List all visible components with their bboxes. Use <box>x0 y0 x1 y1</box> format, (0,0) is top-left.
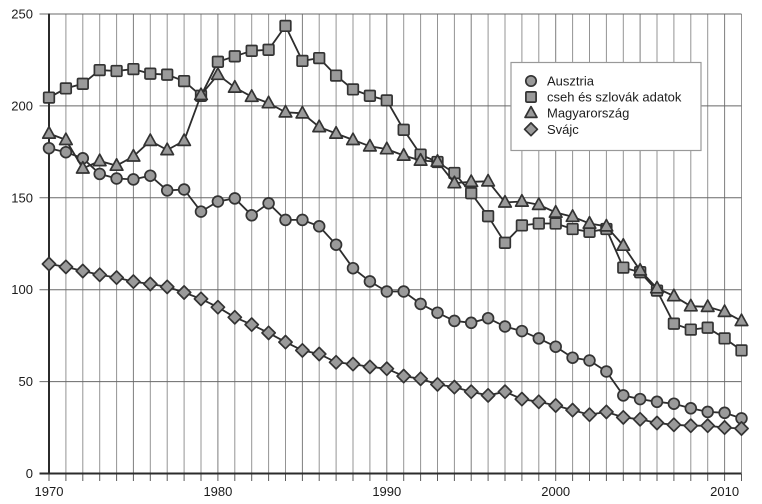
svg-text:1990: 1990 <box>372 484 401 499</box>
svg-text:cseh és szlovák adatok: cseh és szlovák adatok <box>547 90 682 105</box>
svg-text:150: 150 <box>11 190 33 205</box>
svg-text:200: 200 <box>11 98 33 113</box>
svg-text:50: 50 <box>19 374 33 389</box>
svg-text:100: 100 <box>11 282 33 297</box>
svg-text:2010: 2010 <box>710 484 739 499</box>
svg-text:1980: 1980 <box>203 484 232 499</box>
svg-text:2000: 2000 <box>541 484 570 499</box>
svg-text:Svájc: Svájc <box>547 122 579 137</box>
svg-text:250: 250 <box>11 7 33 22</box>
svg-text:Magyarország: Magyarország <box>547 106 629 121</box>
svg-text:1970: 1970 <box>35 484 64 499</box>
svg-text:Ausztria: Ausztria <box>547 74 595 89</box>
svg-text:0: 0 <box>26 466 33 481</box>
